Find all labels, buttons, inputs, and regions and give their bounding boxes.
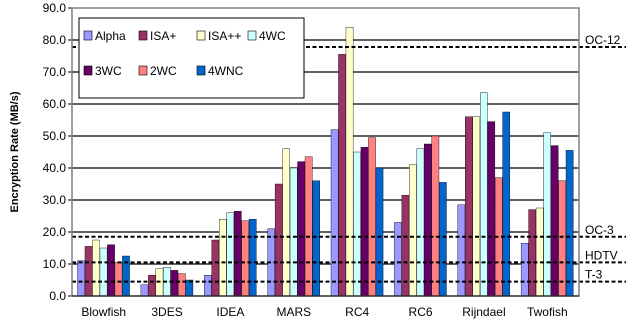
bar (77, 260, 85, 297)
bar (274, 183, 283, 297)
bar (424, 143, 432, 297)
x-category-label: RC4 (345, 305, 369, 319)
bar-group (77, 27, 574, 297)
bar (304, 156, 313, 297)
bar (550, 145, 559, 297)
y-tick-label: 10.0 (43, 257, 67, 271)
bar (345, 27, 354, 297)
reference-lines: OC-12 OC-3 HDTV T-3 (72, 33, 626, 283)
bar (431, 135, 440, 297)
bar (416, 148, 425, 297)
bar (543, 132, 551, 297)
legend-swatch (83, 65, 93, 76)
reference-line-label: T-3 (585, 268, 603, 282)
y-tick-label: 50.0 (43, 129, 67, 143)
bar (219, 218, 227, 297)
legend-swatch (247, 30, 257, 41)
bar (565, 150, 574, 297)
bar (528, 209, 536, 297)
bar (520, 242, 529, 297)
bar (211, 239, 220, 297)
x-category-label: Blowfish (81, 305, 126, 319)
x-category-label: Twofish (527, 305, 568, 319)
bar (535, 207, 544, 297)
y-tick-label: 90.0 (43, 1, 67, 15)
bar (99, 247, 108, 297)
x-category-label: 3DES (151, 305, 182, 319)
bar (297, 161, 305, 297)
bar (465, 116, 473, 297)
bar (502, 111, 511, 297)
bar (394, 222, 402, 297)
y-tick-label: 20.0 (43, 225, 67, 239)
legend-swatch (196, 30, 206, 41)
bar (248, 218, 257, 297)
y-tick-label: 60.0 (43, 97, 67, 111)
bar (107, 244, 115, 297)
legend-label: 2WC (150, 64, 177, 78)
bar (178, 273, 186, 297)
reference-line-label: OC-12 (585, 33, 621, 47)
bar (92, 239, 100, 297)
bar (439, 182, 447, 297)
bar (480, 92, 488, 297)
bar (140, 284, 149, 297)
y-tick-label: 30.0 (43, 193, 67, 207)
y-tick-label: 80.0 (43, 33, 67, 47)
y-tick-label: 0.0 (49, 289, 66, 303)
reference-line-label: OC-3 (585, 223, 614, 237)
bar (204, 275, 212, 297)
legend-box (78, 17, 305, 99)
bar (241, 220, 250, 297)
x-category-label: Rijndael (462, 305, 505, 319)
bar (375, 167, 384, 297)
legend-swatch (138, 30, 148, 41)
bar (353, 151, 361, 297)
legend: Alpha ISA+ ISA++ 4WC 3WC 2WC 4WNC (78, 17, 305, 99)
legend-swatch (138, 65, 148, 76)
legend-label: ISA+ (150, 29, 176, 43)
bar (84, 246, 93, 297)
y-axis-ticks: 0.0 10.0 20.0 30.0 40.0 50.0 60.0 70.0 80.0 90.0 (43, 1, 72, 303)
legend-label: Alpha (95, 29, 126, 43)
reference-line-label: HDTV (585, 248, 618, 262)
legend-label: 4WC (259, 29, 286, 43)
legend-swatch (83, 30, 93, 41)
legend-swatch (196, 65, 206, 76)
y-axis-label: Encryption Rate (MB/s) (9, 91, 21, 212)
x-category-label: RC6 (409, 305, 433, 319)
bar (409, 164, 417, 297)
y-tick-label: 40.0 (43, 161, 67, 175)
bar (338, 54, 346, 297)
bar (487, 121, 496, 297)
x-category-label: IDEA (216, 305, 244, 319)
legend-label: 4WNC (208, 64, 244, 78)
x-category-label: MARS (276, 305, 311, 319)
bar (330, 129, 339, 297)
bar (282, 148, 290, 297)
y-tick-label: 70.0 (43, 65, 67, 79)
x-axis-categories: Blowfish 3DES IDEA MARS RC4 RC6 Rijndael Twofis… (81, 305, 567, 319)
legend-label: ISA++ (208, 29, 241, 43)
bar (360, 146, 369, 297)
bar (368, 137, 376, 297)
bar (148, 275, 156, 297)
bar (472, 116, 481, 297)
legend-label: 3WC (95, 64, 122, 78)
bar (226, 212, 235, 297)
bar (233, 210, 242, 297)
bar (558, 180, 566, 297)
bar (114, 262, 123, 297)
bar (170, 270, 179, 297)
bar (312, 180, 320, 297)
bar (289, 167, 298, 297)
